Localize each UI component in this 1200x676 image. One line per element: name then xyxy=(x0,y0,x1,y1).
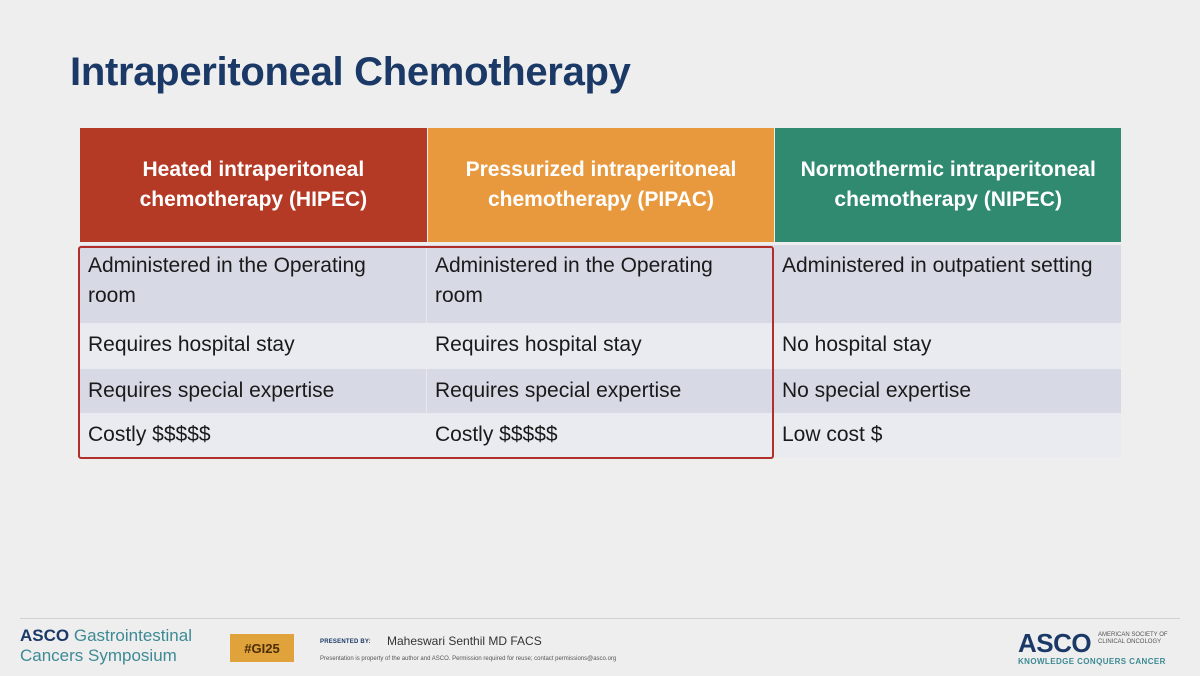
header-pipac: Pressurized intraperitoneal chemotherapy… xyxy=(427,128,775,242)
table-cell: Requires hospital stay xyxy=(80,323,427,369)
hashtag-badge: #GI25 xyxy=(230,634,294,662)
presenter-name: Maheswari Senthil MD FACS xyxy=(387,634,542,648)
table-cell: No special expertise xyxy=(782,379,972,402)
table-cell: No hospital stay xyxy=(782,333,932,356)
comparison-table: Heated intraperitoneal chemotherapy (HIP… xyxy=(80,128,1122,457)
table-cell: Requires hospital stay xyxy=(427,323,774,369)
table-header-row: Heated intraperitoneal chemotherapy (HIP… xyxy=(80,128,1122,242)
table-row: Requires special expertise Requires spec… xyxy=(80,369,1121,413)
slide-title: Intraperitoneal Chemotherapy xyxy=(70,50,631,94)
table-cell: Administered in the Operating room xyxy=(427,245,774,323)
table-cell: Costly $$$$$ xyxy=(427,413,774,457)
footer-divider xyxy=(20,618,1180,619)
symposium-logo: ASCO Gastrointestinal Cancers Symposium xyxy=(20,626,192,666)
header-nipec: Normothermic intraperitoneal chemotherap… xyxy=(775,128,1122,242)
table-row: Requires hospital stay Requires hospital… xyxy=(80,323,1121,369)
asco-tagline: KNOWLEDGE CONQUERS CANCER xyxy=(1018,657,1166,666)
table-cell: Requires special expertise xyxy=(80,369,427,413)
table-cell: Costly $$$$$ xyxy=(80,413,427,457)
symposium-name-line1: Gastrointestinal xyxy=(73,626,192,645)
asco-org-name: AMERICAN SOCIETY OF CLINICAL ONCOLOGY xyxy=(1098,632,1168,645)
symposium-brand: ASCO xyxy=(20,626,70,645)
disclaimer: Presentation is property of the author a… xyxy=(320,656,617,662)
symposium-name-line2: Cancers Symposium xyxy=(20,646,177,665)
table-row: Costly $$$$$ Costly $$$$$ Low cost $ xyxy=(80,413,1121,457)
table-row: Administered in the Operating room Admin… xyxy=(80,245,1121,323)
table-cell: Requires special expertise xyxy=(427,369,774,413)
header-hipec: Heated intraperitoneal chemotherapy (HIP… xyxy=(80,128,427,242)
asco-logo: ASCO xyxy=(1018,628,1092,658)
table-cell: Administered in the Operating room xyxy=(80,245,427,323)
table-cell: Low cost $ xyxy=(782,423,883,446)
presented-by-label: PRESENTED BY: xyxy=(320,639,371,645)
table-cell: Administered in outpatient setting xyxy=(782,254,1093,277)
